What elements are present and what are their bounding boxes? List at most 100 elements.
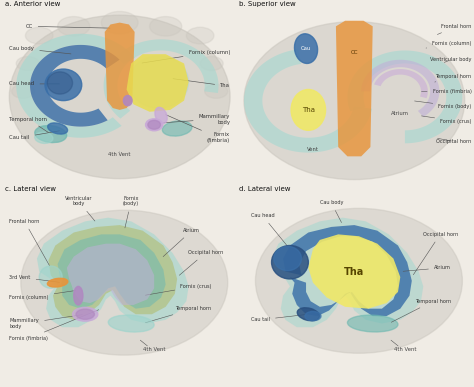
Polygon shape	[48, 225, 177, 320]
Text: Atrium: Atrium	[163, 228, 200, 257]
Polygon shape	[58, 235, 166, 309]
Text: Atrium: Atrium	[403, 265, 451, 271]
Polygon shape	[16, 34, 135, 138]
Text: Mammillary
body: Mammillary body	[164, 114, 230, 125]
Ellipse shape	[16, 57, 39, 70]
Polygon shape	[104, 39, 219, 118]
Ellipse shape	[274, 247, 301, 271]
Text: Occipital horn: Occipital horn	[413, 232, 458, 275]
Text: Fornix (column): Fornix (column)	[142, 50, 230, 63]
Ellipse shape	[205, 84, 228, 98]
Ellipse shape	[58, 17, 90, 36]
Ellipse shape	[148, 120, 161, 129]
Ellipse shape	[129, 56, 189, 108]
Text: Fornix
(body): Fornix (body)	[123, 195, 139, 228]
Ellipse shape	[200, 57, 223, 70]
Ellipse shape	[45, 69, 82, 101]
Text: Cau head: Cau head	[9, 81, 59, 86]
Ellipse shape	[291, 89, 326, 130]
Polygon shape	[30, 45, 119, 127]
Ellipse shape	[123, 96, 132, 106]
Ellipse shape	[9, 15, 230, 179]
Polygon shape	[283, 225, 412, 316]
Ellipse shape	[297, 308, 319, 321]
Ellipse shape	[47, 278, 68, 287]
Text: Temporal horn: Temporal horn	[9, 117, 48, 132]
Text: Fornix (crus): Fornix (crus)	[146, 284, 211, 295]
Polygon shape	[336, 21, 373, 156]
Polygon shape	[67, 244, 154, 305]
Ellipse shape	[76, 309, 94, 319]
Ellipse shape	[73, 286, 83, 305]
Text: Cau body: Cau body	[9, 46, 71, 54]
Ellipse shape	[39, 266, 62, 288]
Polygon shape	[244, 49, 372, 152]
Text: 4th Vent: 4th Vent	[393, 348, 416, 353]
Text: 4th Vent: 4th Vent	[143, 348, 165, 353]
Text: Fornix (fimbria): Fornix (fimbria)	[421, 89, 472, 94]
Ellipse shape	[186, 27, 214, 44]
Text: Frontal horn: Frontal horn	[438, 24, 472, 34]
Ellipse shape	[255, 208, 462, 353]
Text: Cau body: Cau body	[319, 200, 343, 223]
Polygon shape	[105, 22, 135, 110]
Text: Fornix (column): Fornix (column)	[9, 291, 75, 300]
Ellipse shape	[294, 34, 318, 63]
Text: Occipital horn: Occipital horn	[179, 250, 223, 275]
Text: Frontal horn: Frontal horn	[9, 219, 49, 265]
Polygon shape	[347, 50, 462, 143]
Text: Cau: Cau	[301, 46, 311, 51]
Polygon shape	[374, 69, 428, 98]
Polygon shape	[361, 60, 439, 117]
Polygon shape	[127, 54, 189, 112]
Polygon shape	[272, 217, 423, 327]
Ellipse shape	[146, 119, 163, 131]
Text: Tha: Tha	[173, 79, 230, 88]
Text: Ventricular
body: Ventricular body	[64, 195, 95, 221]
Text: Fornix (column): Fornix (column)	[426, 41, 472, 48]
Ellipse shape	[108, 315, 154, 332]
Text: Cau tail: Cau tail	[251, 315, 306, 322]
Text: Cau tail: Cau tail	[9, 131, 59, 140]
Polygon shape	[308, 235, 400, 309]
Text: a. Anterior view: a. Anterior view	[5, 1, 60, 7]
Ellipse shape	[155, 107, 167, 123]
Text: Temporal horn: Temporal horn	[435, 74, 472, 82]
Text: Occipital horn: Occipital horn	[436, 138, 472, 144]
Text: Cau head: Cau head	[251, 213, 288, 247]
Text: d. Lateral view: d. Lateral view	[239, 187, 291, 192]
Ellipse shape	[12, 84, 35, 98]
Text: Temporal horn: Temporal horn	[146, 306, 211, 323]
Text: Ventricular body: Ventricular body	[430, 57, 472, 62]
Text: Tha: Tha	[302, 107, 315, 113]
Text: Atrium: Atrium	[392, 111, 409, 116]
Ellipse shape	[163, 121, 192, 136]
Text: Fornix (fimbria): Fornix (fimbria)	[9, 310, 99, 341]
Ellipse shape	[47, 72, 73, 94]
Text: 4th Vent: 4th Vent	[109, 152, 131, 158]
Text: Vent: Vent	[307, 147, 319, 152]
Text: b. Superior view: b. Superior view	[239, 1, 296, 7]
Ellipse shape	[101, 12, 138, 34]
Text: Fornix
(fimbria): Fornix (fimbria)	[166, 115, 230, 143]
Ellipse shape	[21, 210, 228, 355]
Text: Tha: Tha	[344, 267, 365, 277]
Text: CC: CC	[351, 50, 358, 55]
Ellipse shape	[244, 22, 465, 180]
Polygon shape	[37, 217, 189, 327]
Text: Fornix (crus): Fornix (crus)	[421, 116, 472, 123]
Ellipse shape	[35, 132, 53, 144]
Text: 3rd Vent: 3rd Vent	[9, 275, 59, 282]
Text: CC: CC	[26, 24, 110, 29]
Text: c. Lateral view: c. Lateral view	[5, 187, 56, 192]
Text: Mammillary
body: Mammillary body	[9, 315, 82, 329]
Ellipse shape	[150, 17, 182, 36]
Ellipse shape	[305, 312, 321, 321]
Ellipse shape	[35, 125, 67, 142]
Ellipse shape	[26, 27, 53, 44]
Ellipse shape	[272, 245, 309, 279]
Ellipse shape	[347, 315, 398, 332]
Text: Fornix (body): Fornix (body)	[415, 101, 472, 109]
Ellipse shape	[73, 307, 98, 321]
Text: Temporal horn: Temporal horn	[391, 299, 451, 322]
